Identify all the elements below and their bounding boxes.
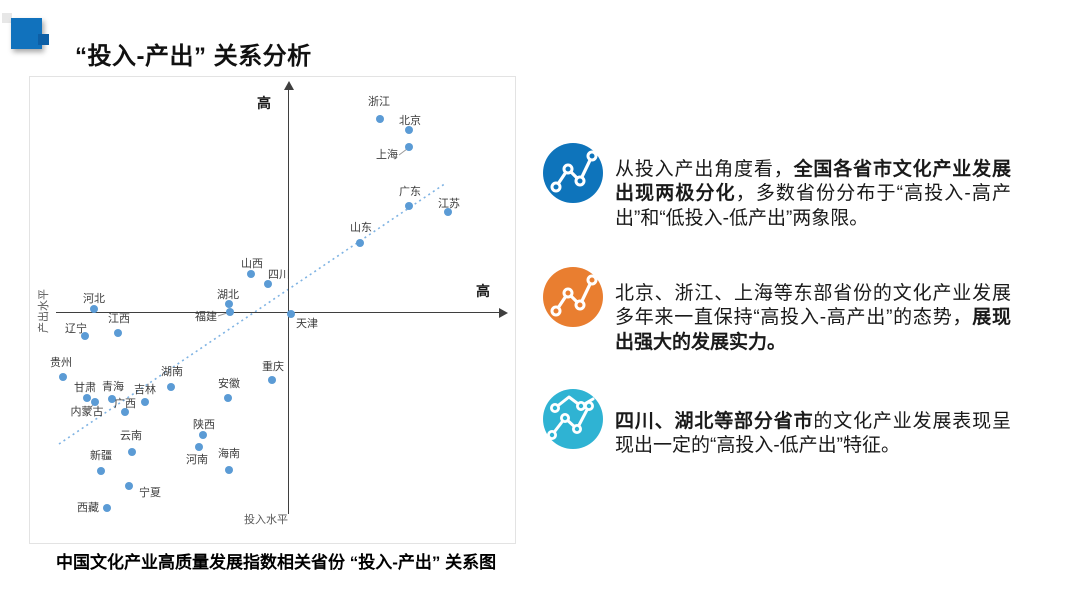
scatter-point-label: 湖北 — [217, 289, 239, 301]
scatter-point — [224, 394, 232, 402]
chart-caption: 中国文化产业高质量发展指数相关省份 “投入-产出” 关系图 — [56, 553, 497, 572]
bullet-1-text: 从投入产出角度看，全国各省市文化产业发展出现两极分化，多数省份分布于“高投入-高… — [615, 158, 1011, 231]
scatter-point-label: 山东 — [350, 222, 372, 234]
scatter-point-label: 海南 — [218, 448, 240, 460]
scatter-point — [195, 443, 203, 451]
scatter-point — [405, 202, 413, 210]
scatter-point — [114, 329, 122, 337]
text-segment: 从投入产出角度看， — [615, 159, 794, 180]
scatter-point — [247, 270, 255, 278]
scatter-point-label: 江西 — [108, 313, 130, 325]
scatter-point-label: 重庆 — [262, 361, 284, 373]
scatter-point — [103, 504, 111, 512]
scatter-point — [225, 300, 233, 308]
line-chart-icon — [543, 267, 603, 327]
title-deco-blue-square — [11, 18, 42, 49]
scatter-point-label: 河南 — [186, 454, 208, 466]
scatter-point — [167, 383, 175, 391]
multi-line-chart-icon — [543, 389, 603, 449]
page-title: “投入-产出” 关系分析 — [75, 43, 312, 71]
scatter-point-label: 河北 — [83, 293, 105, 305]
scatter-point — [376, 115, 384, 123]
scatter-point — [91, 398, 99, 406]
title-deco-gray-square — [2, 13, 12, 23]
line-chart-icon — [543, 143, 603, 203]
scatter-point — [83, 394, 91, 402]
scatter-point-label: 云南 — [120, 430, 142, 442]
scatter-point-label: 广东 — [399, 186, 421, 198]
scatter-point-label: 安徽 — [218, 378, 240, 390]
label-leader-line — [217, 312, 228, 317]
bullet-3-text: 四川、湖北等部分省市的文化产业发展表现呈现出一定的“高投入-低产出”特征。 — [615, 410, 1011, 459]
scatter-point-label: 湖南 — [161, 366, 183, 378]
y-axis-high-label: 高 — [257, 95, 271, 111]
y-axis — [288, 89, 289, 514]
scatter-point — [405, 126, 413, 134]
y-axis-arrow-icon — [284, 81, 294, 90]
text-segment: 北京、浙江、上海等东部省份的文化产业发展多年来一直保持“高投入-高产出”的态势， — [615, 283, 1011, 329]
bullet-2-text: 北京、浙江、上海等东部省份的文化产业发展多年来一直保持“高投入-高产出”的态势，… — [615, 282, 1011, 355]
scatter-point — [444, 208, 452, 216]
scatter-point-label: 辽宁 — [65, 323, 87, 335]
scatter-point-label: 天津 — [296, 318, 318, 330]
scatter-point-label: 宁夏 — [139, 487, 161, 499]
scatter-point-label: 浙江 — [368, 96, 390, 108]
scatter-plot: 高 高 产出水平 投入水平 浙江 北京上海广东江苏山东山西 四川湖北 河北福建天津 江西… — [29, 76, 516, 544]
scatter-point-label: 内蒙古 — [70, 406, 104, 418]
scatter-point — [90, 305, 98, 313]
scatter-point-label: 新疆 — [90, 450, 112, 462]
title-deco-small-blue-square — [38, 34, 49, 45]
scatter-point — [268, 376, 276, 384]
scatter-point — [264, 280, 272, 288]
scatter-point-label: 四川 — [268, 269, 290, 281]
scatter-point-label: 贵州 — [50, 357, 72, 369]
scatter-point — [199, 431, 207, 439]
scatter-point — [81, 332, 89, 340]
text-segment: ，多数省份分布于“高投入-高产出”和“低投入-低产出”两象限。 — [615, 183, 1011, 229]
scatter-point-label: 福建 — [195, 311, 217, 323]
trend-line — [58, 182, 447, 445]
scatter-point — [405, 143, 413, 151]
text-segment: 展现出强大的发展实力。 — [615, 307, 1011, 353]
text-segment: 全国各省市文化产业发展出现两极分化 — [615, 159, 1011, 205]
scatter-point — [97, 467, 105, 475]
scatter-point-label: 西藏 — [77, 502, 99, 514]
scatter-point-label: 山西 — [241, 258, 263, 270]
y-axis-title: 产出水平 — [38, 289, 50, 333]
scatter-point-label: 陕西 — [193, 419, 215, 431]
text-segment: 四川、湖北等部分省市 — [615, 411, 814, 432]
scatter-point — [59, 373, 67, 381]
scatter-point-label: 上海 — [376, 149, 398, 161]
scatter-point — [225, 466, 233, 474]
scatter-point-label: 吉林 — [134, 384, 156, 396]
x-axis-title: 投入水平 — [244, 514, 288, 526]
scatter-point-label: 甘肃 — [74, 382, 96, 394]
scatter-point — [287, 310, 295, 318]
scatter-point — [121, 408, 129, 416]
x-axis — [56, 312, 501, 313]
x-axis-arrow-icon — [499, 308, 508, 318]
scatter-point — [141, 398, 149, 406]
text-segment: 的文化产业发展表现呈现出一定的“高投入-低产出”特征。 — [615, 411, 1011, 457]
scatter-point — [125, 482, 133, 490]
scatter-point-label: 广西 — [114, 398, 136, 410]
scatter-point-label: 青海 — [102, 381, 124, 393]
x-axis-high-label: 高 — [476, 283, 490, 299]
scatter-point — [128, 448, 136, 456]
scatter-point — [108, 395, 116, 403]
scatter-point — [356, 239, 364, 247]
scatter-point-label: 江苏 — [438, 198, 460, 210]
scatter-point — [226, 308, 234, 316]
scatter-point-label: 北京 — [399, 115, 421, 127]
